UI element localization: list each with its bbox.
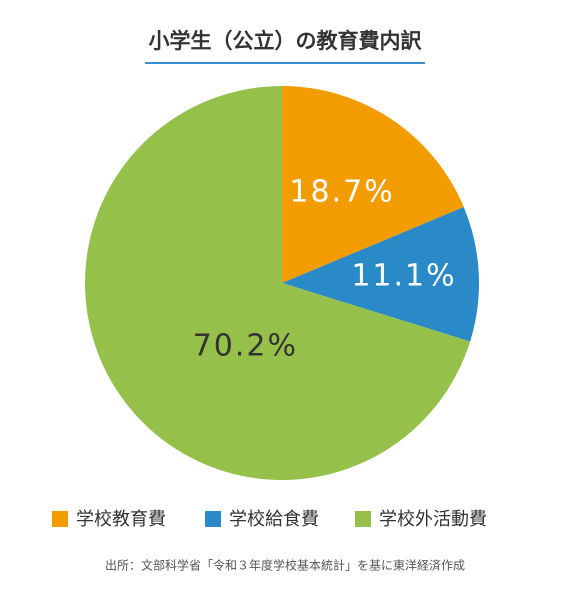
legend-label: 学校給食費 [229, 509, 319, 530]
legend-swatch [205, 511, 221, 527]
legend-label: 学校教育費 [76, 509, 166, 530]
slice-label: 18.7% [289, 174, 394, 209]
source-note: 出所：文部科学省「令和３年度学校基本統計」を基に東洋経済作成 [105, 558, 465, 573]
pie-slice [282, 86, 464, 283]
legend-swatch [355, 511, 371, 527]
legend-label: 学校外活動費 [379, 509, 487, 530]
slice-label: 11.1% [351, 259, 456, 294]
pie-slice [282, 207, 479, 342]
pie-slice [84, 86, 471, 480]
chart-title: 小学生（公立）の教育費内訳 [149, 29, 423, 53]
slice-label: 70.2% [193, 329, 298, 364]
legend-swatch [52, 511, 68, 527]
